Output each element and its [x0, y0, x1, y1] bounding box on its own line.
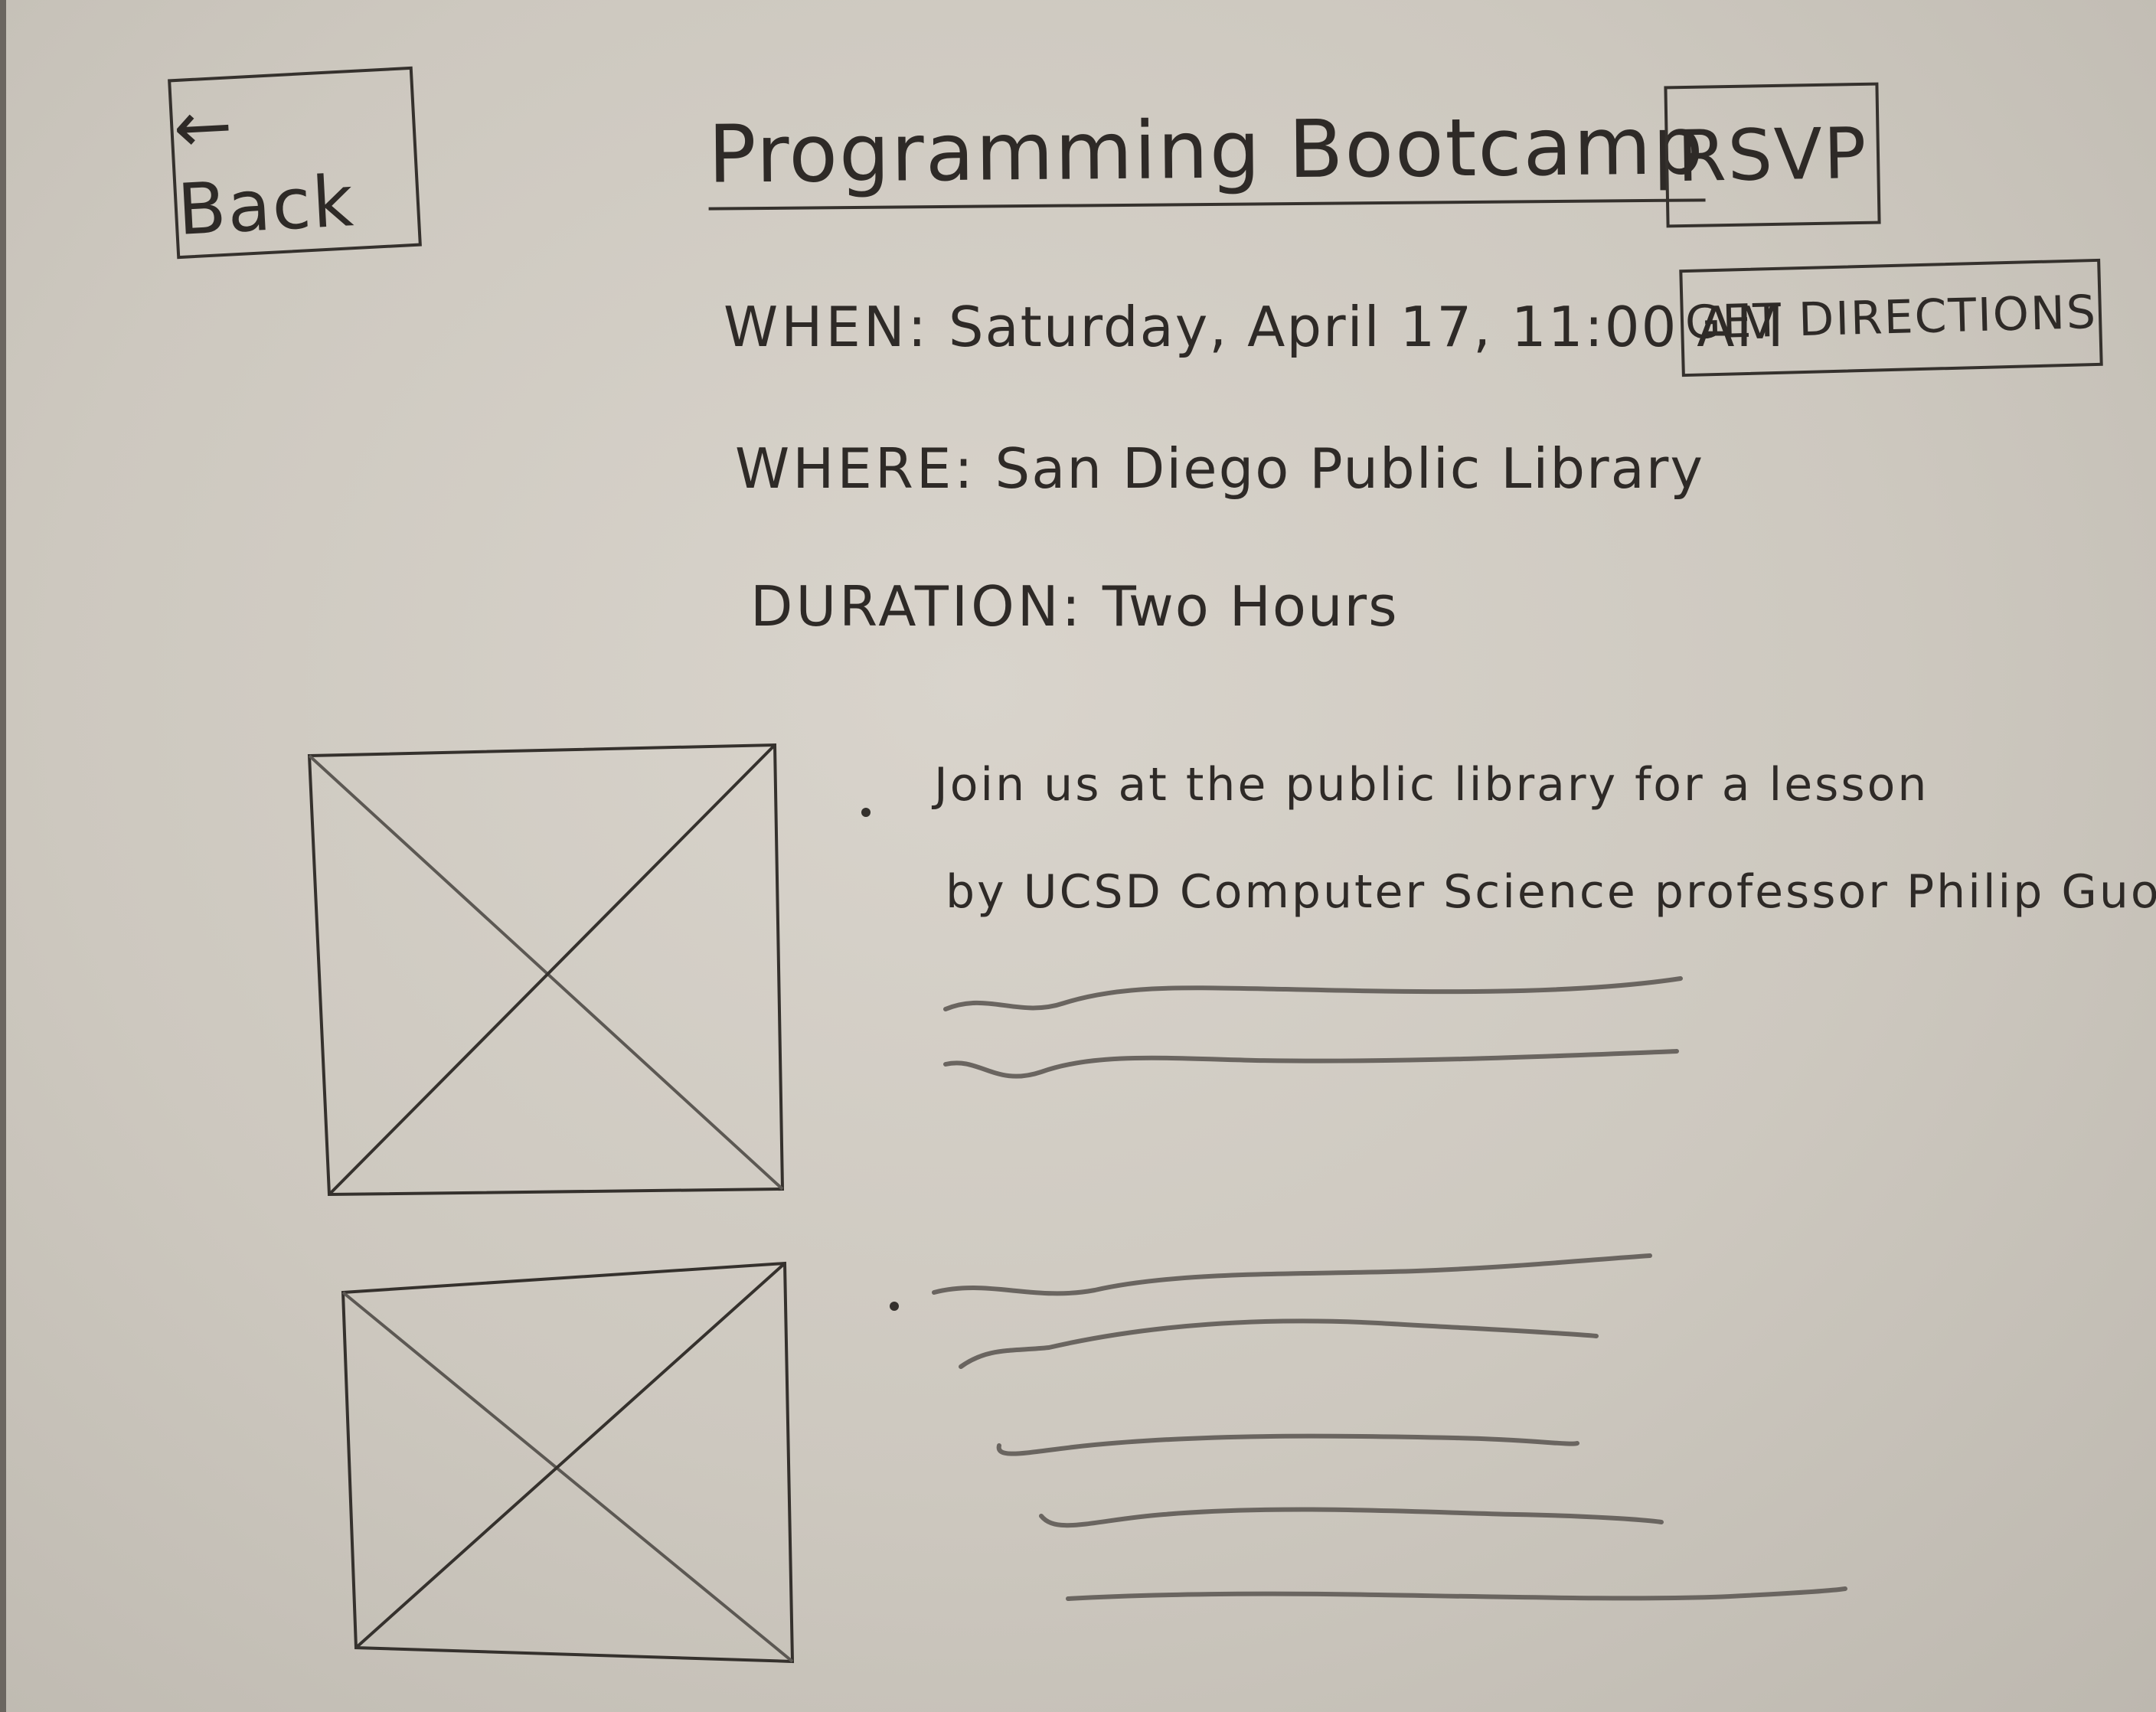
- description-line-1: Join us at the public library for a less…: [934, 758, 1929, 812]
- where-value: San Diego Public Library: [995, 436, 1704, 501]
- image-placeholder-2: [341, 1256, 804, 1669]
- event-duration: DURATION: Two Hours: [750, 574, 1399, 639]
- when-label: WHEN:: [724, 295, 929, 359]
- when-value: Saturday, April 17, 11:00 AM: [948, 295, 1785, 359]
- image-placeholder-icon: [307, 743, 785, 1197]
- page-title: Programming Bootcamp: [707, 99, 1706, 211]
- description-line-2: by UCSD Computer Science professor Phili…: [946, 865, 2156, 919]
- where-label: WHERE:: [735, 436, 976, 501]
- back-button-label: ← Back: [171, 83, 357, 251]
- rsvp-button-label: RSVP: [1676, 112, 1869, 198]
- image-placeholder-1: [306, 739, 789, 1198]
- rsvp-button[interactable]: RSVP: [1664, 82, 1881, 228]
- duration-value: Two Hours: [1102, 574, 1399, 639]
- duration-label: DURATION:: [750, 574, 1083, 639]
- bullet-point: [861, 808, 871, 817]
- event-when: WHEN: Saturday, April 17, 11:00 AM: [724, 295, 1785, 359]
- image-placeholder-icon: [341, 1261, 795, 1664]
- paper-sketch: [6, 0, 2156, 1712]
- bullet-point: [890, 1302, 899, 1311]
- back-button[interactable]: ← Back: [168, 66, 422, 260]
- event-where: WHERE: San Diego Public Library: [735, 436, 1704, 501]
